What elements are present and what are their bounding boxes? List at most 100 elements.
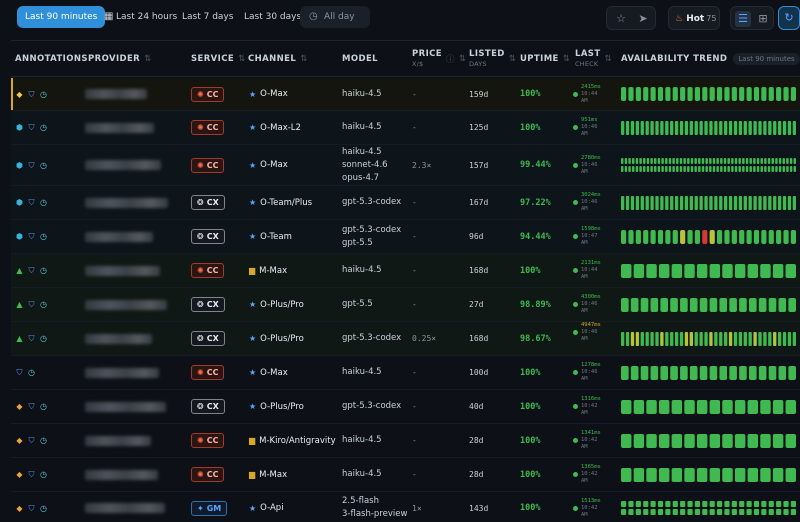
availability-bar[interactable] (658, 433, 670, 448)
availability-bar[interactable] (699, 195, 703, 210)
availability-bar[interactable] (694, 229, 701, 244)
availability-bar[interactable] (698, 158, 701, 164)
availability-bar[interactable] (739, 509, 745, 515)
availability-bar[interactable] (746, 509, 752, 515)
availability-bar[interactable] (768, 120, 772, 135)
availability-bar[interactable] (639, 166, 642, 172)
availability-bar[interactable] (772, 467, 784, 482)
availability-bar[interactable] (665, 501, 671, 507)
availability-bar[interactable] (672, 501, 678, 507)
availability-bar[interactable] (753, 509, 760, 515)
availability-bar[interactable] (672, 87, 678, 101)
availability-bar[interactable] (743, 195, 747, 210)
channel-cell[interactable]: ★ O-Plus/Pro (249, 401, 304, 412)
availability-bar[interactable] (763, 195, 767, 210)
availability-bar[interactable] (792, 331, 796, 346)
availability-bar[interactable] (621, 433, 632, 448)
availability-bar[interactable] (640, 195, 644, 210)
availability-bar[interactable] (668, 166, 672, 172)
availability-bar[interactable] (680, 501, 686, 507)
availability-bar[interactable] (731, 158, 734, 164)
availability-bar[interactable] (694, 158, 697, 164)
availability-bar[interactable] (621, 331, 625, 346)
availability-bar[interactable] (783, 509, 789, 515)
table-row[interactable]: ▲ ⛉ ◷ ❂ CX ★ O-Plus/Pro gpt-5.3-codex 0.25× 168d 9… (11, 322, 800, 356)
availability-bar[interactable] (621, 263, 632, 278)
availability-bar[interactable] (773, 331, 777, 346)
availability-bar[interactable] (709, 331, 713, 346)
availability-bar[interactable] (764, 166, 767, 172)
availability-bar[interactable] (625, 331, 630, 346)
availability-bar[interactable] (709, 509, 715, 515)
availability-bar[interactable] (671, 467, 683, 482)
availability-bar[interactable] (776, 229, 782, 244)
availability-bar[interactable] (753, 87, 760, 101)
availability-bar[interactable] (733, 331, 738, 346)
availability-bar[interactable] (738, 195, 743, 210)
availability-bar[interactable] (674, 331, 679, 346)
availability-bar[interactable] (687, 166, 690, 172)
availability-bar[interactable] (728, 120, 733, 135)
availability-bar[interactable] (671, 263, 683, 278)
availability-bar[interactable] (635, 87, 641, 101)
availability-bar[interactable] (748, 365, 757, 380)
availability-bar[interactable] (778, 365, 787, 380)
availability-bar[interactable] (733, 120, 738, 135)
availability-bar[interactable] (633, 263, 645, 278)
availability-bar[interactable] (749, 166, 752, 172)
range-last-30-days[interactable]: Last 30 days (244, 12, 302, 22)
availability-bar[interactable] (650, 501, 656, 507)
availability-bar[interactable] (687, 509, 693, 515)
availability-bar[interactable] (728, 195, 733, 210)
channel-cell[interactable]: ★ O-Team/Plus (249, 197, 313, 208)
availability-bar[interactable] (788, 297, 796, 312)
availability-bar[interactable] (712, 166, 716, 172)
availability-bar[interactable] (723, 158, 727, 164)
availability-bar[interactable] (665, 195, 669, 210)
availability-bar[interactable] (738, 158, 741, 164)
table-row[interactable]: ▲ ⛉ ◷ ✺ CC ▆ M-Max haiku-4.5 - 168d 100% 2131ms 10:4… (11, 254, 800, 288)
availability-bar[interactable] (696, 467, 708, 482)
availability-bar[interactable] (772, 399, 784, 414)
availability-bar[interactable] (635, 195, 640, 210)
availability-bar[interactable] (767, 166, 771, 172)
availability-bar[interactable] (684, 120, 689, 135)
availability-bar[interactable] (694, 87, 701, 101)
availability-bar[interactable] (749, 158, 752, 164)
availability-bar[interactable] (646, 467, 657, 482)
availability-bar[interactable] (785, 399, 796, 414)
availability-bar[interactable] (630, 331, 635, 346)
availability-bar[interactable] (696, 399, 708, 414)
availability-bar[interactable] (734, 158, 738, 164)
availability-bar[interactable] (758, 297, 767, 312)
availability-bar[interactable] (709, 365, 718, 380)
availability-bar[interactable] (734, 263, 746, 278)
availability-bar[interactable] (782, 158, 785, 164)
availability-bar[interactable] (635, 120, 640, 135)
channel-cell[interactable]: ★ O-Max-L2 (249, 122, 301, 133)
availability-bar[interactable] (742, 166, 745, 172)
availability-bar[interactable] (722, 263, 733, 278)
availability-bar[interactable] (720, 166, 723, 172)
availability-bar[interactable] (739, 297, 747, 312)
availability-bar[interactable] (670, 195, 674, 210)
availability-bar[interactable] (650, 509, 656, 515)
availability-bar[interactable] (640, 365, 649, 380)
availability-bar[interactable] (676, 166, 679, 172)
availability-bar[interactable] (764, 158, 767, 164)
availability-bar[interactable] (747, 433, 759, 448)
channel-cell[interactable]: ★ O-Max (249, 160, 288, 170)
availability-bar[interactable] (734, 166, 738, 172)
availability-bar[interactable] (683, 166, 686, 172)
availability-bar[interactable] (760, 467, 771, 482)
availability-bar[interactable] (628, 501, 634, 507)
availability-bar[interactable] (661, 166, 664, 172)
availability-bar[interactable] (674, 195, 679, 210)
availability-bar[interactable] (679, 331, 684, 346)
col-service[interactable]: SERVICE ⇅ (191, 54, 246, 64)
availability-bar[interactable] (671, 433, 683, 448)
availability-bar[interactable] (621, 195, 625, 210)
availability-bar[interactable] (621, 166, 624, 172)
availability-bar[interactable] (679, 120, 684, 135)
availability-bar[interactable] (724, 195, 728, 210)
